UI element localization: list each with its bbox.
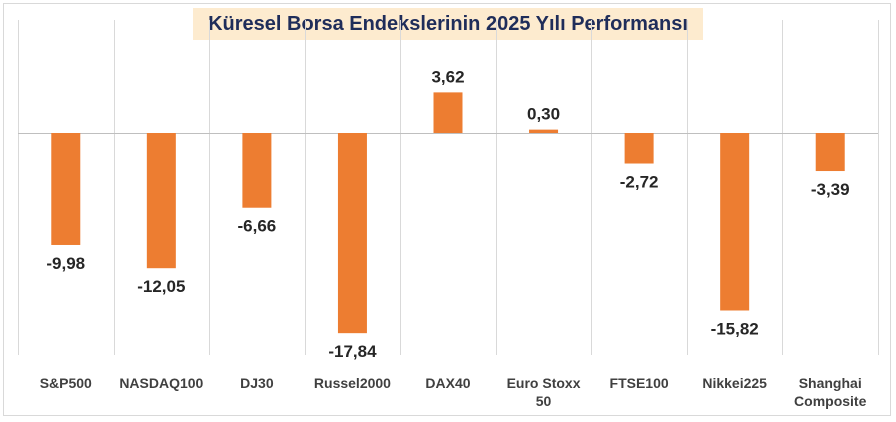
category-label: DAX40 [425,375,470,391]
category-label: FTSE100 [610,375,669,391]
data-labels: -9,98 -12,05 -6,66 -17,84 3,62 0,30 -2,72 -15,8… [46,67,849,361]
bar [433,92,463,133]
bar [337,133,367,334]
category-label: Russel2000 [314,375,391,391]
bar [146,133,176,269]
bar [815,133,845,172]
category-label: Shanghai Composite [794,375,867,409]
category-label: DJ30 [240,375,274,391]
data-label: -15,82 [711,320,759,339]
data-label: 3,62 [431,67,464,86]
data-label: -9,98 [46,254,85,273]
category-label: Euro Stoxx 50 [507,375,581,409]
data-label: -12,05 [137,277,185,296]
bar [624,133,654,164]
category-label: S&P500 [40,375,92,391]
category-label: NASDAQ100 [119,375,203,391]
bar [242,133,272,208]
bar [51,133,81,245]
bar [529,129,559,133]
data-label: -2,72 [620,173,659,192]
bars [51,92,845,334]
chart-title: Küresel Borsa Endekslerinin 2025 Yılı Pe… [193,8,703,40]
data-label: -6,66 [238,217,277,236]
category-labels: S&P500 NASDAQ100 DJ30 Russel2000 DAX40 Euro S… [40,375,867,409]
data-label: -3,39 [811,180,850,199]
bar [720,133,750,311]
category-label: Nikkei225 [702,375,767,391]
gridlines [18,20,879,355]
data-label: -17,84 [328,342,377,361]
data-label: 0,30 [527,105,560,124]
